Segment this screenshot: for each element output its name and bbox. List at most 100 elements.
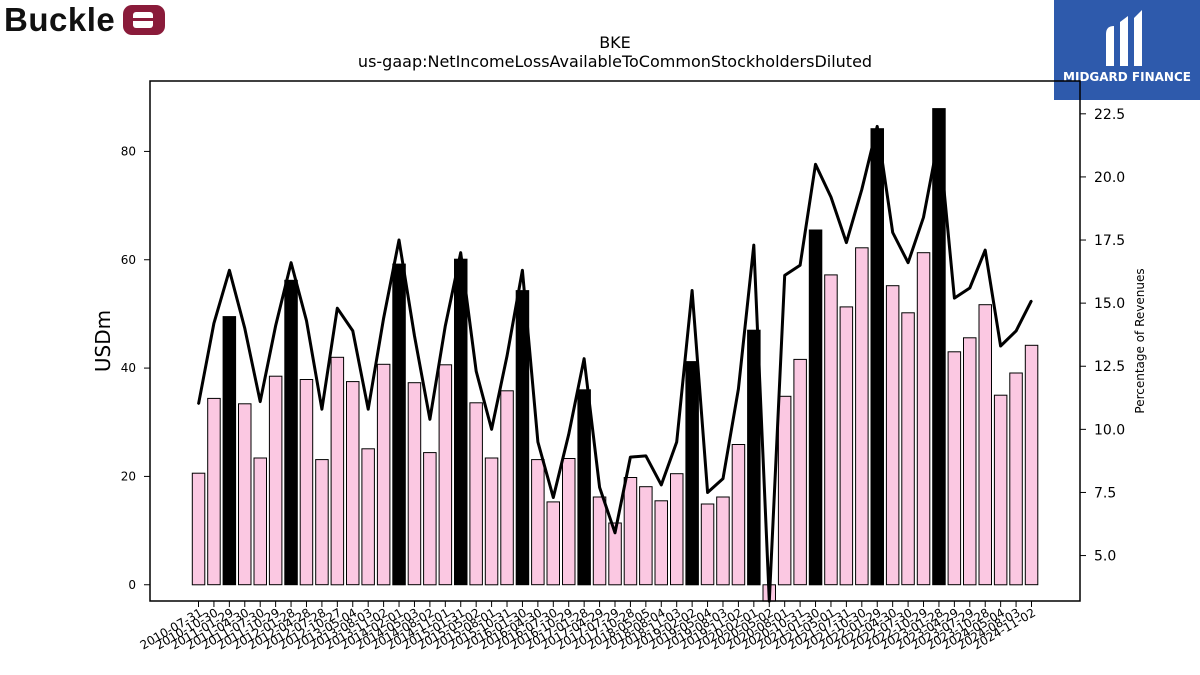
y-axis-label: USDm bbox=[91, 310, 115, 372]
bar-2017-04-29 bbox=[592, 496, 607, 586]
line-point-2012-01-28 bbox=[290, 261, 292, 264]
bar-2024-08-03 bbox=[1009, 372, 1023, 586]
line-point-2017-01-28 bbox=[583, 357, 585, 360]
midgard-finance-logo: MIDGARD FINANCE bbox=[1054, 0, 1200, 100]
bar-2010-10-30 bbox=[207, 397, 221, 586]
line-point-2012-10-27 bbox=[336, 307, 339, 310]
bar-2023-01-28 bbox=[932, 108, 946, 586]
line-point-2018-11-03 bbox=[675, 441, 678, 443]
line-point-2018-05-05 bbox=[645, 455, 647, 457]
bars-layer bbox=[191, 108, 1039, 602]
y-tick-label: 60 bbox=[121, 253, 136, 267]
bar-2013-11-02 bbox=[376, 363, 391, 586]
bar-2020-10-31 bbox=[793, 358, 807, 586]
line-point-2017-07-29 bbox=[614, 532, 616, 534]
bar-2021-10-30 bbox=[855, 247, 869, 586]
line-point-2012-07-28 bbox=[321, 408, 323, 411]
bar-2019-02-02 bbox=[685, 361, 699, 586]
bar-2014-08-02 bbox=[423, 452, 437, 586]
bar-2020-08-01 bbox=[777, 395, 792, 586]
line-point-2010-10-30 bbox=[213, 322, 215, 325]
bar-2014-02-01 bbox=[392, 263, 406, 586]
bar-2018-05-05 bbox=[639, 486, 653, 586]
bar-2017-07-29 bbox=[608, 522, 622, 586]
bar-2024-05-04 bbox=[993, 394, 1008, 586]
line-point-2023-04-29 bbox=[953, 297, 956, 299]
line-point-2020-02-01 bbox=[753, 244, 755, 246]
line-point-2016-01-30 bbox=[521, 269, 524, 272]
bar-2016-07-30 bbox=[546, 501, 560, 586]
bar-2013-08-03 bbox=[361, 448, 375, 586]
line-point-2023-07-29 bbox=[969, 287, 971, 289]
bar-2012-07-28 bbox=[315, 459, 329, 586]
midgard-logo-text: MIDGARD FINANCE bbox=[1063, 70, 1191, 84]
y2-tick-label: 12.5 bbox=[1094, 359, 1125, 375]
y2-tick-label: 17.5 bbox=[1094, 233, 1125, 249]
line-point-2019-08-03 bbox=[722, 477, 724, 480]
bar-2010-07-31 bbox=[191, 472, 206, 586]
bar-2022-07-30 bbox=[901, 312, 915, 586]
bar-2018-11-03 bbox=[670, 473, 684, 586]
bar-2023-07-29 bbox=[963, 337, 977, 586]
bar-2019-05-04 bbox=[700, 503, 715, 586]
line-point-2017-04-29 bbox=[598, 486, 601, 489]
line-point-2015-10-31 bbox=[506, 355, 508, 357]
line-point-2024-11-02 bbox=[1030, 299, 1033, 302]
bar-2023-04-29 bbox=[947, 351, 962, 586]
line-point-2022-04-30 bbox=[891, 231, 894, 234]
bar-2019-11-02 bbox=[731, 444, 746, 586]
midgard-mark-icon bbox=[1106, 10, 1142, 66]
line-point-2010-07-31 bbox=[197, 403, 200, 405]
y-tick-label: 20 bbox=[121, 469, 136, 483]
line-point-2011-10-29 bbox=[274, 325, 277, 327]
line-point-2024-08-03 bbox=[1015, 330, 1017, 332]
bar-2022-10-29 bbox=[916, 252, 931, 586]
bar-2018-08-04 bbox=[654, 500, 668, 586]
line-point-2015-01-31 bbox=[459, 251, 462, 254]
line-point-2015-05-02 bbox=[475, 370, 478, 373]
y2-tick-label: 15.0 bbox=[1094, 296, 1125, 312]
line-point-2013-05-04 bbox=[352, 330, 354, 332]
bar-2020-02-01 bbox=[747, 329, 761, 586]
bar-2022-01-29 bbox=[870, 128, 884, 586]
bar-2014-11-01 bbox=[438, 364, 453, 586]
line-point-2019-02-02 bbox=[691, 289, 693, 292]
line-point-2013-11-02 bbox=[382, 317, 385, 320]
line-point-2014-08-02 bbox=[429, 418, 431, 421]
bar-2011-04-30 bbox=[238, 403, 252, 586]
line-point-2021-10-30 bbox=[861, 188, 863, 191]
line-point-2016-04-30 bbox=[537, 441, 539, 443]
line-point-2022-01-29 bbox=[876, 125, 878, 128]
chart-subtitle: us-gaap:NetIncomeLossAvailableToCommonSt… bbox=[357, 52, 873, 71]
line-point-2021-07-31 bbox=[845, 241, 848, 244]
bar-2011-01-29 bbox=[222, 316, 237, 586]
bar-2015-10-31 bbox=[500, 390, 514, 586]
line-point-2016-07-30 bbox=[552, 496, 555, 499]
y-tick-label: 80 bbox=[121, 144, 136, 158]
y-tick-label: 40 bbox=[121, 361, 136, 375]
line-point-2023-01-28 bbox=[938, 135, 940, 138]
buckle-logo: Buckle bbox=[4, 1, 166, 38]
bar-2012-04-28 bbox=[299, 379, 314, 586]
line-point-2020-10-31 bbox=[799, 264, 801, 267]
bar-2012-10-27 bbox=[330, 356, 345, 586]
line-point-2021-05-01 bbox=[830, 196, 832, 198]
line-point-2021-01-30 bbox=[814, 163, 817, 166]
bar-2015-08-01 bbox=[484, 457, 499, 586]
bar-2022-04-30 bbox=[885, 285, 900, 586]
bar-2019-08-03 bbox=[716, 496, 730, 586]
line-point-2022-10-29 bbox=[922, 216, 925, 219]
bar-2024-11-02 bbox=[1024, 344, 1039, 586]
bar-2016-10-29 bbox=[562, 458, 576, 586]
line-point-2016-10-29 bbox=[567, 433, 570, 436]
bar-2015-05-02 bbox=[469, 402, 483, 586]
line-point-2018-08-04 bbox=[660, 484, 663, 486]
bar-2013-05-04 bbox=[346, 381, 360, 586]
line-point-2014-02-01 bbox=[398, 239, 400, 241]
y2-tick-label: 5.0 bbox=[1094, 549, 1116, 565]
bar-2017-01-28 bbox=[577, 389, 591, 586]
bar-2015-01-31 bbox=[454, 258, 468, 586]
line-point-2019-11-02 bbox=[737, 388, 740, 390]
bar-2021-01-30 bbox=[808, 229, 823, 586]
line-point-2019-05-04 bbox=[706, 491, 709, 494]
